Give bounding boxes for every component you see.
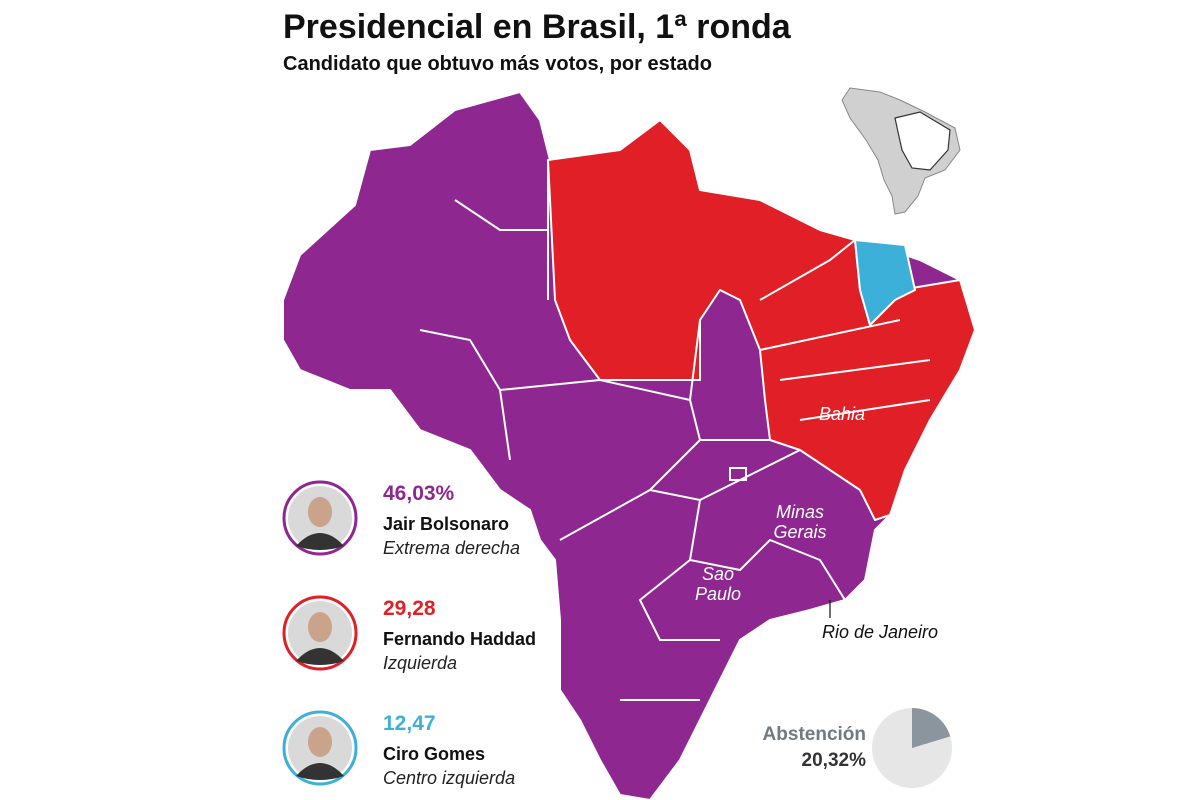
- map-label: Paulo: [695, 584, 741, 604]
- photo-head: [308, 612, 332, 642]
- state-region: [547, 119, 976, 521]
- map-label: Sao: [702, 564, 734, 584]
- candidate-name: Jair Bolsonaro: [383, 514, 509, 534]
- candidate-name: Fernando Haddad: [383, 629, 536, 649]
- inset-map: [841, 87, 961, 215]
- federal-district: [729, 467, 747, 481]
- photo-body: [296, 763, 344, 780]
- photo-body: [296, 533, 344, 550]
- photo-head: [308, 497, 332, 527]
- map-label: Minas: [776, 502, 824, 522]
- abstention: Abstención 20,32%: [763, 708, 952, 788]
- brazil-map: Bahia Minas Gerais Sao Paulo Rio de Jane…: [282, 91, 976, 800]
- candidate-percent: 12,47: [383, 712, 436, 735]
- state-border: [419, 160, 931, 701]
- pie-slice: [912, 708, 951, 748]
- map-label: Gerais: [773, 522, 826, 542]
- candidate-party: Extrema derecha: [383, 538, 520, 558]
- abstention-value: 20,32%: [802, 750, 867, 771]
- subtitle: Candidato que obtuvo más votos, por esta…: [283, 53, 712, 75]
- map-label: Rio de Janeiro: [822, 622, 938, 642]
- candidate-percent: 46,03%: [383, 482, 455, 505]
- candidate-list: 46,03% Jair Bolsonaro Extrema derecha 29,28…: [282, 480, 536, 788]
- photo-head: [308, 727, 332, 757]
- candidate-party: Centro izquierda: [383, 768, 515, 788]
- abstention-label: Abstención: [763, 724, 866, 745]
- candidate-percent: 29,28: [383, 597, 436, 620]
- candidate-party: Izquierda: [383, 653, 457, 673]
- photo-body: [296, 648, 344, 665]
- title: Presidencial en Brasil, 1ª ronda: [283, 8, 792, 46]
- state-region: [854, 239, 916, 326]
- candidate-name: Ciro Gomes: [383, 744, 485, 764]
- map-label: Bahia: [819, 404, 865, 424]
